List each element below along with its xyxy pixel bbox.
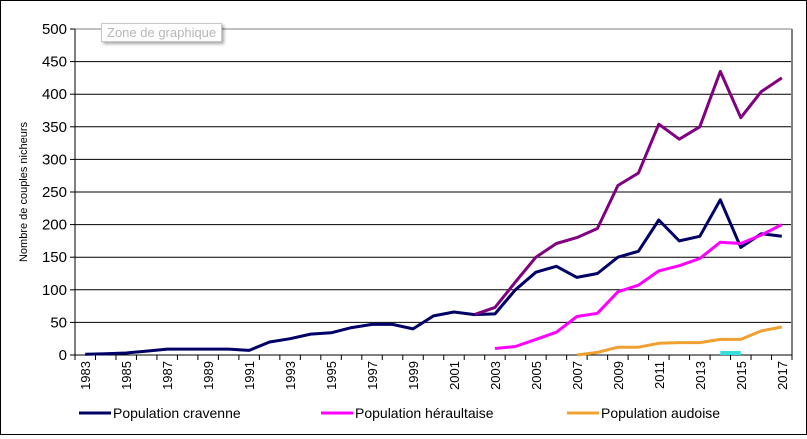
- y-tick-label: 350: [42, 119, 67, 136]
- series-line-total: [474, 69, 783, 317]
- y-tick-label: 450: [42, 54, 67, 71]
- x-tick-label: 1993: [283, 361, 298, 390]
- x-tick-label: 1989: [201, 361, 216, 390]
- x-tick-label: 1999: [406, 361, 421, 390]
- y-tick-label: 150: [42, 249, 67, 266]
- x-tick-label: 2003: [488, 361, 503, 390]
- series-line-population-audoise: [576, 325, 783, 357]
- x-tick-label: 2015: [734, 361, 749, 390]
- x-tick-label: 2017: [775, 361, 790, 390]
- x-tick-label: 1987: [160, 361, 175, 390]
- legend-label: Population cravenne: [113, 405, 241, 421]
- x-axis-ticks: 1983 1985 1987 1989 1991 1993 1995 1997 1999 2001…: [74, 355, 793, 390]
- x-tick-label: 1997: [365, 361, 380, 390]
- legend: Population cravenne Population héraultais…: [79, 405, 720, 421]
- legend-label: Population héraultaise: [355, 405, 494, 421]
- x-tick-label: 1995: [324, 361, 339, 390]
- y-tick-label: 200: [42, 217, 67, 234]
- x-tick-label: 2013: [693, 361, 708, 390]
- x-tick-label: 1985: [119, 361, 134, 390]
- y-tick-label: 300: [42, 151, 67, 168]
- x-tick-label: 1983: [78, 361, 93, 390]
- y-tick-label: 0: [59, 347, 67, 364]
- x-tick-label: 1991: [242, 361, 257, 390]
- y-tick-label: 50: [50, 314, 67, 331]
- x-tick-label: 2009: [611, 361, 626, 390]
- x-tick-label: 2001: [447, 361, 462, 390]
- y-tick-label: 250: [42, 184, 67, 201]
- series-line-population-h-raultaise: [494, 223, 783, 350]
- x-tick-label: 2005: [529, 361, 544, 390]
- y-axis-label: Nombre de couples nicheurs: [18, 121, 30, 262]
- y-tick-label: 400: [42, 86, 67, 103]
- chart-area-tooltip: Zone de graphique: [101, 23, 223, 42]
- series-lines: [85, 69, 783, 357]
- legend-label: Population audoise: [601, 405, 720, 421]
- gridlines: [74, 28, 793, 356]
- y-tick-label: 500: [42, 21, 67, 38]
- y-axis-ticks: 0 50 100 150 200 250 300 350 400 450 500: [42, 21, 75, 364]
- x-tick-label: 2011: [652, 361, 667, 389]
- x-tick-label: 2007: [570, 361, 585, 390]
- y-tick-label: 100: [42, 282, 67, 299]
- series-line-population-cravenne: [85, 198, 782, 356]
